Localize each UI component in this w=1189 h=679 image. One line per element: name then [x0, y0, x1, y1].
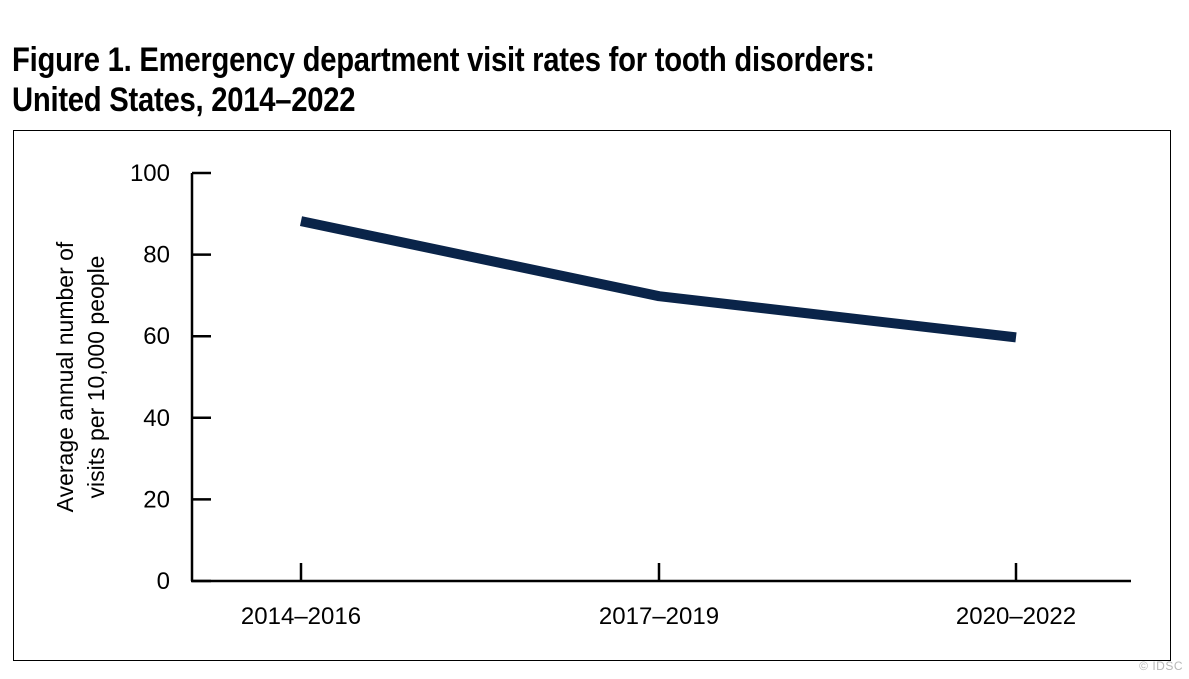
- y-tick-label: 20: [143, 486, 170, 513]
- y-tick-label: 100: [130, 160, 170, 187]
- x-tick-label: 2014–2016: [241, 603, 361, 630]
- x-tick-label: 2020–2022: [956, 603, 1076, 630]
- y-tick-label: 80: [143, 242, 170, 269]
- chart-frame: [13, 130, 1171, 661]
- y-axis-label-line-1: Average annual number of: [52, 241, 78, 512]
- y-axis-label-line-2: visits per 10,000 people: [83, 256, 109, 499]
- y-axis-label: Average annual number of visits per 10,0…: [52, 241, 109, 512]
- watermark: © IDSC: [1139, 659, 1183, 673]
- y-tick-label: 40: [143, 405, 170, 432]
- x-tick-label: 2017–2019: [599, 603, 719, 630]
- y-tick-label: 0: [157, 568, 170, 595]
- y-tick-label: 60: [143, 323, 170, 350]
- figure-title: Figure 1. Emergency department visit rat…: [12, 40, 1010, 120]
- figure-title-line-2: United States, 2014–2022: [12, 81, 356, 119]
- figure-title-line-1: Figure 1. Emergency department visit rat…: [12, 41, 875, 79]
- series-line: [299, 216, 1017, 343]
